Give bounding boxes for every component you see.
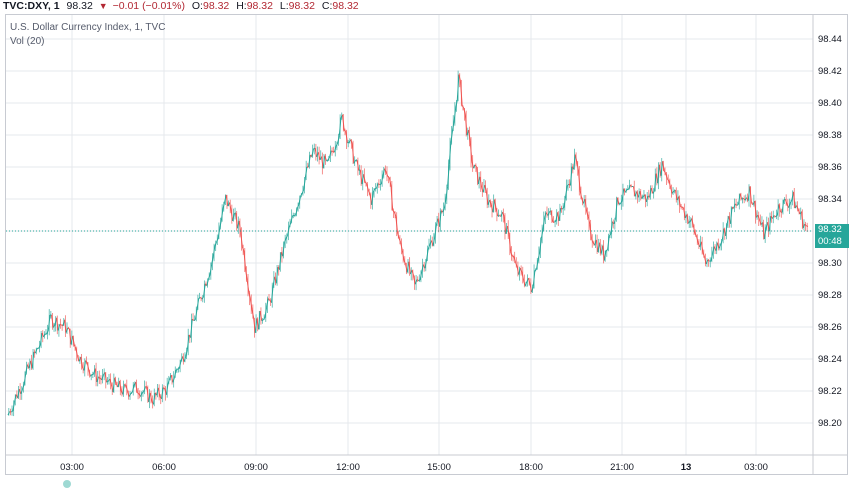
x-tick-label: 03:00 [60, 462, 84, 473]
y-tick-label: 98.44 [818, 34, 842, 45]
y-tick-label: 98.40 [818, 98, 842, 109]
y-tick-label: 98.26 [818, 322, 842, 333]
y-tick-label: 98.24 [818, 354, 842, 365]
y-tick-label: 98.28 [818, 290, 842, 301]
y-tick-label: 98.20 [818, 418, 842, 429]
y-tick-label: 98.30 [818, 258, 842, 269]
last-price-tag: 98.32 [815, 224, 849, 236]
x-tick-label: 09:00 [244, 462, 268, 473]
x-tick-label: 12:00 [336, 462, 360, 473]
y-tick-label: 98.34 [818, 194, 842, 205]
x-tick-label: 18:00 [519, 462, 543, 473]
chart-title: U.S. Dollar Currency Index, 1, TVC [10, 22, 165, 33]
x-tick-label: 21:00 [610, 462, 634, 473]
y-tick-label: 98.36 [818, 162, 842, 173]
scroll-dot-icon[interactable] [63, 480, 71, 488]
countdown-tag: 00:48 [815, 236, 849, 248]
y-tick-label: 98.22 [818, 386, 842, 397]
x-tick-label: 13 [681, 462, 692, 473]
x-tick-label: 03:00 [744, 462, 768, 473]
x-tick-label: 15:00 [427, 462, 451, 473]
y-tick-label: 98.42 [818, 66, 842, 77]
y-tick-label: 98.38 [818, 130, 842, 141]
volume-legend: Vol (20) [10, 36, 44, 47]
x-tick-label: 06:00 [152, 462, 176, 473]
